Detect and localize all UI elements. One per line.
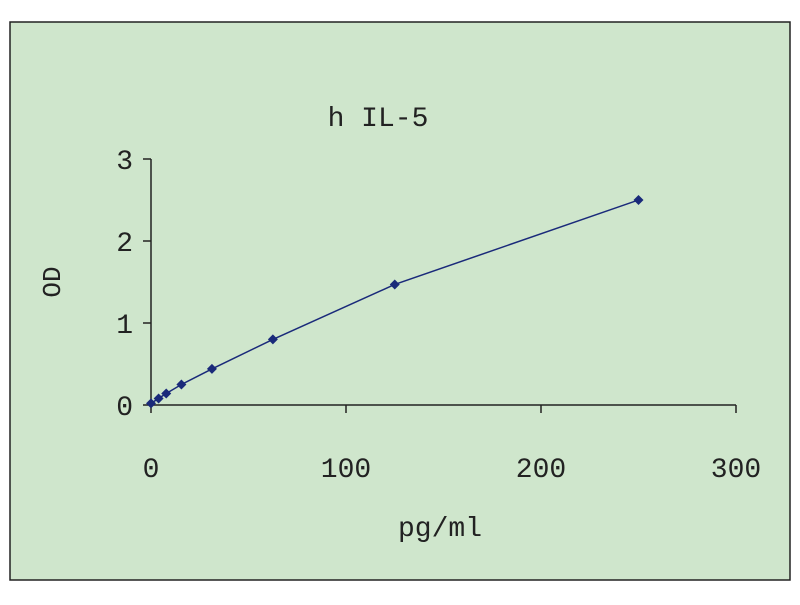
chart-title: h IL-5 xyxy=(328,104,429,135)
point xyxy=(161,388,172,399)
x-axis-label: pg/ml xyxy=(398,514,482,545)
point xyxy=(153,393,164,404)
point xyxy=(633,195,644,205)
x-tick-label: 200 xyxy=(516,455,566,486)
y-tick-label: 2 xyxy=(116,229,133,260)
plot-area xyxy=(9,21,791,581)
x-tick-label: 300 xyxy=(711,455,761,486)
y-axis-label: OD xyxy=(38,266,68,297)
x-tick-label: 0 xyxy=(143,455,160,486)
y-tick-label: 0 xyxy=(116,393,133,424)
point xyxy=(206,363,217,374)
x-tick-label: 100 xyxy=(321,455,371,486)
point xyxy=(146,398,156,409)
y-tick-label: 1 xyxy=(116,311,133,342)
point xyxy=(176,379,187,390)
point xyxy=(389,279,400,290)
y-tick-label: 3 xyxy=(116,147,133,178)
point xyxy=(267,334,278,345)
